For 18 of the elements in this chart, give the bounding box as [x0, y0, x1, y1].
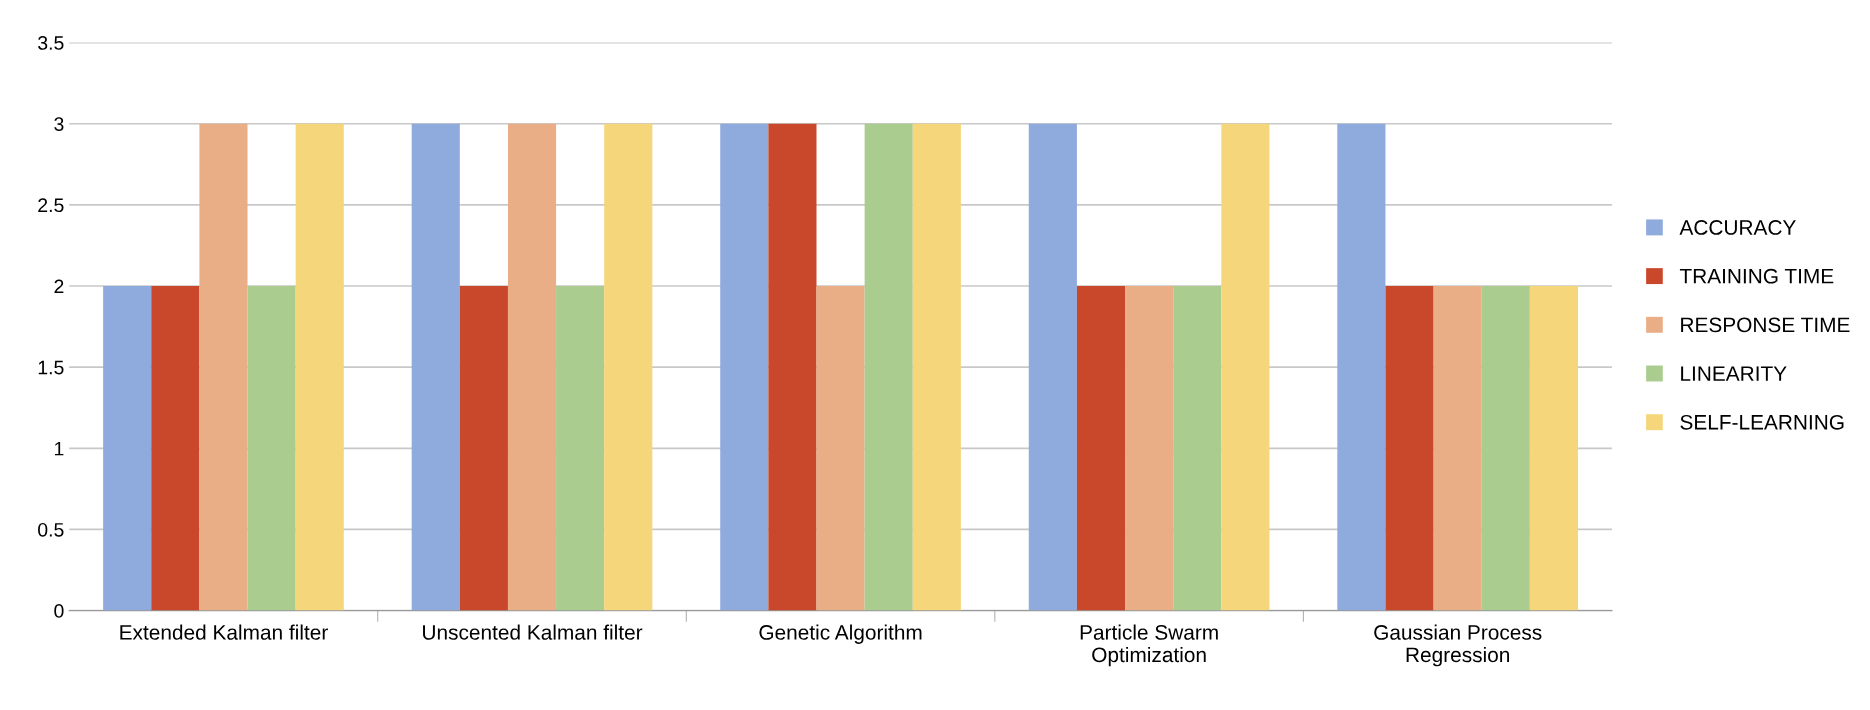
- y-tick-label: 1.5: [38, 360, 64, 375]
- x-tick-label: Particle Swarm Optimization: [1080, 624, 1218, 667]
- legend-label: SELF-LEARNING: [1680, 414, 1844, 430]
- x-tick-label: Extended Kalman filter: [120, 624, 328, 640]
- y-tick-label: 1: [55, 441, 64, 456]
- y-tick-label: 0: [54, 604, 64, 618]
- y-tick-label: 2: [54, 279, 64, 294]
- legend-label: RESPONSE TIME: [1681, 317, 1850, 333]
- legend-label: TRAINING TIME: [1679, 268, 1834, 284]
- y-tick-label: 0.5: [38, 522, 64, 537]
- x-tick-label: Gaussian Process Regression: [1374, 624, 1542, 667]
- y-tick-label: 3: [54, 117, 64, 131]
- legend-label: LINEARITY: [1681, 366, 1787, 381]
- y-tick-label: 2.5: [38, 198, 64, 213]
- legend-label: ACCURACY: [1679, 220, 1796, 235]
- x-tick-label: Unscented Kalman filter: [423, 624, 643, 640]
- y-tick-label: 3.5: [38, 36, 64, 50]
- x-tick-label: Genetic Algorithm: [759, 624, 922, 644]
